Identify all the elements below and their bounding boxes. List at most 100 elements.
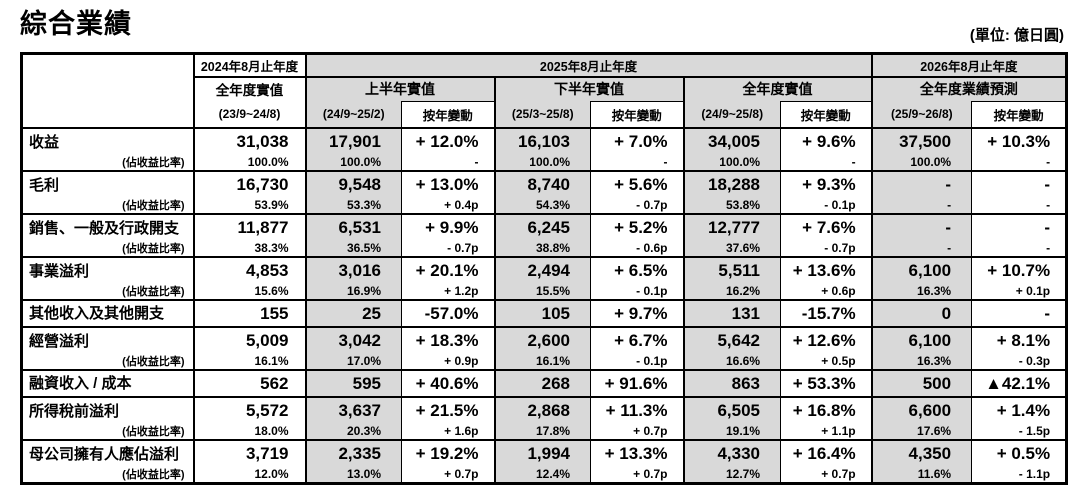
cell-sga-expenses-fy: 12,777 37.6% — [682, 212, 781, 257]
cell-value: 155 — [260, 303, 289, 323]
cell-profit-attributable-to-owners-fy: 4,330 12.7% — [682, 438, 781, 483]
cell-finance-income-costs-fc: 500 — [870, 368, 972, 397]
cell-gross-profit-h2_yoy: + 5.6% - 0.7p — [590, 169, 684, 214]
row-label-cell-other-income-expenses: 其他收入及其他開支 — [21, 298, 194, 327]
cell-subvalue: + 0.7p — [633, 423, 668, 438]
cell-value: 6,100 — [908, 260, 952, 280]
cell-profit-attributable-to-owners-h1: 2,335 13.0% — [304, 438, 402, 483]
header-h1-yoy-label: 按年變動 — [401, 101, 495, 128]
table-row-sga-expenses: 銷售、一般及行政開支 (佔收益比率) 11,877 38.3% 6,531 36.5% + … — [21, 212, 1067, 257]
cell-other-income-expenses-fc: 0 — [870, 298, 972, 327]
cell-value: - — [945, 217, 952, 237]
cell-value: 595 — [352, 373, 381, 393]
cell-subvalue: 16.1% — [254, 353, 289, 368]
cell-profit-before-income-tax-fy_yoy: + 16.8% + 1.1p — [779, 395, 872, 440]
cell-value: 1,994 — [527, 443, 570, 463]
cell-other-income-expenses-h1_yoy: -57.0% — [401, 298, 495, 327]
table-body: 收益 (佔收益比率) 31,038 100.0% 17,901 100.0% + 12.0%… — [21, 126, 1067, 483]
cell-other-income-expenses-h1: 25 — [304, 298, 402, 327]
table-row-operating-profit: 經營溢利 (佔收益比率) 5,009 16.1% 3,042 17.0% + 18.3% + … — [21, 325, 1067, 370]
cell-subvalue: 38.8% — [535, 240, 570, 255]
cell-subvalue: - 0.6p — [636, 240, 668, 255]
cell-value: + 0.5% — [996, 443, 1051, 463]
row-sub-label: (佔收益比率) — [122, 285, 185, 298]
row-label-cell-gross-profit: 毛利 (佔收益比率) — [21, 169, 194, 214]
row-label: 收益 — [29, 133, 60, 151]
cell-subvalue: 13.0% — [346, 466, 381, 481]
cell-revenue-fc_yoy: + 10.3% - — [971, 126, 1067, 171]
cell-value: - — [945, 174, 952, 194]
cell-value: + 11.3% — [605, 400, 668, 420]
cell-value: + 7.0% — [614, 131, 668, 151]
cell-value: 863 — [731, 373, 760, 393]
cell-subvalue: 17.0% — [346, 353, 381, 368]
cell-value: 2,494 — [527, 260, 570, 280]
cell-operating-profit-fc_yoy: + 8.1% - 0.3p — [971, 325, 1067, 370]
cell-value: + 12.0% — [415, 131, 479, 151]
cell-value: 31,038 — [236, 131, 289, 151]
header-section-row: 全年度實值 (23/9~24/8) 上半年實值 下半年實值 全年度實值 全年度業… — [22, 76, 1067, 128]
cell-value: 17,901 — [329, 131, 381, 151]
cell-value: + 5.6% — [614, 174, 668, 194]
cell-finance-income-costs-h1: 595 — [304, 368, 402, 397]
cell-value: + 9.3% — [802, 174, 856, 194]
cell-operating-profit-fy_yoy: + 12.6% + 0.5p — [779, 325, 872, 370]
header-forecast-label: 全年度業績預測 — [870, 76, 1067, 102]
cell-value: 4,330 — [717, 443, 760, 463]
cell-revenue-h2_yoy: + 7.0% - — [590, 126, 684, 171]
cell-profit-attributable-to-owners-h1_yoy: + 19.2% + 0.7p — [401, 438, 495, 483]
header-fy-actual-label: 全年度實值 — [682, 76, 872, 102]
row-sub-label: (佔收益比率) — [122, 199, 185, 212]
header-fy2024-actual-label: 全年度實值 — [215, 83, 284, 98]
cell-gross-profit-fy_yoy: + 9.3% - 0.1p — [779, 169, 872, 214]
cell-operating-profit-h2_yoy: + 6.7% - 0.1p — [590, 325, 684, 370]
cell-value: 6,100 — [908, 330, 952, 350]
cell-gross-profit-fy2024: 16,730 53.9% — [192, 169, 306, 214]
cell-value: 131 — [731, 303, 760, 323]
cell-value: 5,511 — [718, 260, 760, 280]
cell-business-profit-fc_yoy: + 10.7% + 0.1p — [971, 255, 1067, 300]
cell-value: + 18.3% — [415, 330, 479, 350]
row-sub-label: (佔收益比率) — [122, 242, 185, 255]
cell-subvalue: - — [663, 154, 668, 169]
cell-value: + 19.2% — [415, 443, 479, 463]
cell-value: 2,335 — [338, 443, 381, 463]
cell-value: 4,853 — [245, 260, 289, 280]
cell-operating-profit-fy: 5,642 16.6% — [682, 325, 781, 370]
cell-value: + 16.8% — [792, 400, 856, 420]
cell-subvalue: 18.0% — [254, 423, 289, 438]
cell-revenue-h1_yoy: + 12.0% - — [401, 126, 495, 171]
cell-subvalue: 16.2% — [725, 283, 760, 298]
table-row-gross-profit: 毛利 (佔收益比率) 16,730 53.9% 9,548 53.3% + 13.0% + 0… — [21, 169, 1067, 214]
cell-subvalue: - 0.1p — [636, 283, 668, 298]
cell-value: + 9.9% — [425, 217, 479, 237]
cell-business-profit-fy_yoy: + 13.6% + 0.6p — [779, 255, 872, 300]
cell-subvalue: 36.5% — [346, 240, 381, 255]
cell-subvalue: + 0.4p — [444, 197, 479, 212]
cell-subvalue: 16.3% — [917, 283, 952, 298]
cell-subvalue: 53.3% — [346, 197, 381, 212]
cell-subvalue: 12.0% — [254, 466, 289, 481]
cell-finance-income-costs-fy_yoy: + 53.3% — [779, 368, 872, 397]
cell-subvalue: + 1.6p — [444, 423, 479, 438]
cell-other-income-expenses-fy2024: 155 — [192, 298, 306, 327]
row-label-cell-operating-profit: 經營溢利 (佔收益比率) — [21, 325, 194, 370]
row-label-cell-business-profit: 事業溢利 (佔收益比率) — [21, 255, 194, 300]
header-fy-yoy-label: 按年變動 — [779, 101, 873, 128]
cell-value: 500 — [922, 373, 952, 393]
cell-value: 3,719 — [245, 443, 289, 463]
cell-value: 2,868 — [527, 400, 570, 420]
cell-profit-before-income-tax-fy: 6,505 19.1% — [682, 395, 781, 440]
row-label: 融資收入 / 成本 — [29, 374, 132, 392]
cell-operating-profit-fy2024: 5,009 16.1% — [192, 325, 306, 370]
cell-value: + 1.4% — [996, 400, 1051, 420]
cell-value: 4,350 — [908, 443, 952, 463]
row-label-cell-sga-expenses: 銷售、一般及行政開支 (佔收益比率) — [21, 212, 194, 257]
cell-subvalue: - 0.7p — [447, 240, 479, 255]
cell-other-income-expenses-h2: 105 — [493, 298, 591, 327]
cell-subvalue: 100.0% — [247, 154, 289, 169]
cell-finance-income-costs-fc_yoy: ▲42.1% — [971, 368, 1067, 397]
cell-value: - — [1044, 174, 1051, 194]
table-header: 2024年8月止年度 2025年8月止年度 2026年8月止年度 全年度實值 (… — [21, 53, 1068, 128]
cell-value: 8,740 — [527, 174, 570, 194]
